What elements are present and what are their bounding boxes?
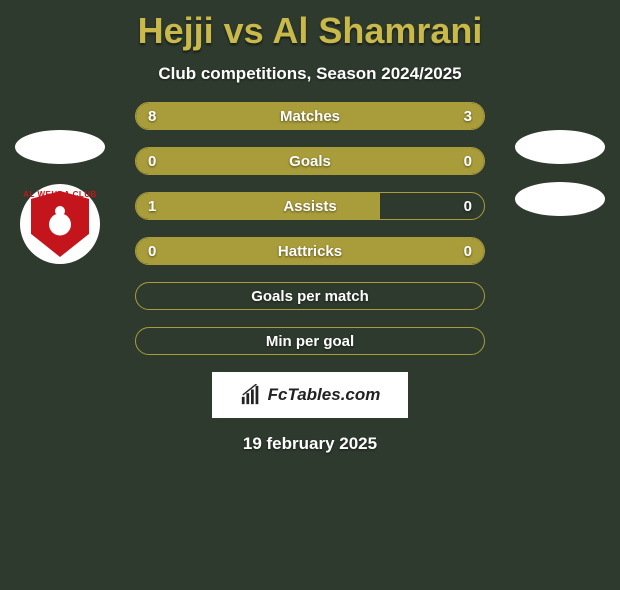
- stat-row: 0 0 Goals: [135, 147, 485, 175]
- stat-label: Goals per match: [251, 288, 369, 305]
- stat-label: Hattricks: [278, 243, 342, 260]
- club-badge-right-placeholder: [515, 182, 605, 216]
- page-title: Hejji vs Al Shamrani: [0, 10, 620, 52]
- club-badge-left: AL WEHDA CLUB 1945: [20, 184, 100, 270]
- stat-value-left: 0: [148, 243, 156, 260]
- stat-row: 1 0 Assists: [135, 192, 485, 220]
- stat-row: Min per goal: [135, 327, 485, 355]
- stat-value-right: 0: [464, 243, 472, 260]
- stats-container: 8 3 Matches 0 0 Goals 1 0 Assists 0 0 Hattricks Goal…: [135, 102, 485, 355]
- stat-value-left: 8: [148, 108, 156, 125]
- stat-value-right: 0: [464, 198, 472, 215]
- player-left-column: AL WEHDA CLUB 1945: [15, 130, 105, 270]
- chart-icon: [240, 384, 262, 406]
- stat-label: Matches: [280, 108, 340, 125]
- player-left-avatar: [15, 130, 105, 164]
- badge-year: 1945: [52, 224, 68, 231]
- stat-value-right: 3: [464, 108, 472, 125]
- stat-value-left: 1: [148, 198, 156, 215]
- branding-text: FcTables.com: [268, 385, 381, 405]
- player-right-avatar: [515, 130, 605, 164]
- stat-value-left: 0: [148, 153, 156, 170]
- stat-row: 8 3 Matches: [135, 102, 485, 130]
- branding-box: FcTables.com: [212, 372, 408, 418]
- stat-label: Assists: [283, 198, 336, 215]
- stat-label: Goals: [289, 153, 331, 170]
- date-text: 19 february 2025: [0, 434, 620, 454]
- stat-label: Min per goal: [266, 333, 354, 350]
- stat-fill-left: [136, 193, 380, 219]
- stat-value-right: 0: [464, 153, 472, 170]
- stat-row: Goals per match: [135, 282, 485, 310]
- stat-fill-left: [136, 103, 380, 129]
- player-right-column: [515, 130, 605, 216]
- subtitle: Club competitions, Season 2024/2025: [0, 64, 620, 84]
- stat-row: 0 0 Hattricks: [135, 237, 485, 265]
